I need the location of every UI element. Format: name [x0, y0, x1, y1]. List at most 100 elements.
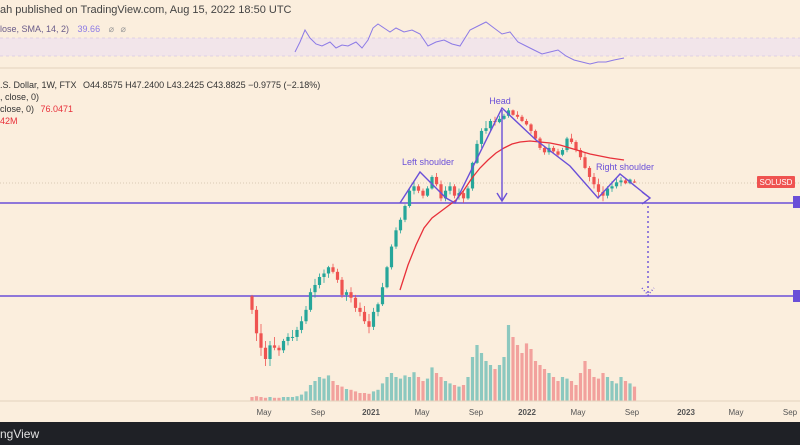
volume-bar — [380, 383, 385, 401]
volume-bar — [385, 377, 389, 401]
eye-off-icon[interactable]: ⌀ — [108, 24, 115, 34]
price-tag — [757, 176, 795, 188]
volume-bar — [439, 377, 443, 401]
ohlc-values: O44.8575 H47.2400 L43.2425 C43.8825 −0.9… — [83, 80, 321, 90]
candle-body — [565, 138, 569, 151]
ma-legend-2: close, 0) 76.0471 — [0, 104, 73, 115]
rsi-band — [0, 38, 800, 56]
volume-bar — [398, 378, 403, 401]
rsi-value: 39.66 — [77, 24, 101, 34]
volume-bar — [277, 397, 281, 401]
volume-bar — [367, 393, 371, 401]
volume-bar — [353, 391, 358, 401]
candle-body — [596, 184, 601, 192]
candle-body — [272, 345, 277, 348]
candle-body — [304, 309, 308, 322]
volume-bar — [313, 381, 317, 401]
candle-body — [623, 180, 628, 184]
candle-body — [416, 186, 421, 191]
volume-bar — [403, 375, 407, 401]
volume-bar — [335, 385, 340, 401]
volume-bar — [592, 377, 596, 401]
candle-body — [583, 157, 587, 168]
volume-bar — [340, 386, 344, 401]
volume-bar — [547, 373, 551, 401]
candle-body — [358, 307, 362, 312]
rsi-line — [294, 21, 625, 65]
head-shoulders-pattern — [399, 106, 655, 297]
candle-body — [497, 118, 502, 123]
volume-bar — [556, 381, 560, 401]
volume-bar — [304, 391, 308, 401]
candle-body — [344, 292, 349, 295]
x-tick-label: May — [570, 408, 585, 417]
ma-legend-2-label: close, 0) — [0, 104, 35, 114]
candle-body — [250, 296, 254, 310]
x-tick-label: May — [256, 408, 271, 417]
candle-body — [349, 292, 353, 298]
candle-body — [439, 184, 443, 199]
candle-body — [542, 147, 547, 153]
pattern-outline — [399, 106, 651, 204]
volume-bar — [497, 365, 502, 401]
settings-icon[interactable]: ⌀ — [120, 24, 126, 34]
candle-body — [430, 176, 434, 189]
candle-body — [403, 206, 407, 220]
symbol-legend: .S. Dollar, 1W, FTX O44.8575 H47.2400 L4… — [0, 80, 320, 91]
volume-bar — [344, 389, 349, 401]
candle-body — [268, 345, 272, 359]
candle-body — [254, 309, 259, 334]
candle-body — [322, 273, 326, 277]
volume-bar — [430, 367, 434, 401]
candle-body — [299, 321, 304, 330]
candle-body — [506, 110, 511, 116]
candle-body — [592, 176, 596, 185]
candle-body — [610, 186, 614, 189]
volume-bar — [574, 385, 578, 401]
volume-bar — [425, 378, 430, 401]
volume-bar — [286, 397, 290, 401]
volume-bar — [326, 375, 331, 401]
x-tick-label: 2021 — [362, 408, 380, 417]
price-tag-label: SOLUSD — [760, 178, 793, 187]
volume-bar — [362, 393, 367, 401]
ma-legend-1: , close, 0) — [0, 92, 40, 102]
volume-bar — [317, 377, 322, 401]
candle-body — [394, 230, 398, 247]
volume-bar — [569, 381, 574, 401]
candle-body — [605, 188, 610, 196]
volume-bar — [466, 377, 470, 401]
sma-line — [399, 140, 625, 291]
volume-bar — [605, 377, 610, 401]
volume-bar — [578, 373, 583, 401]
volume-bar — [479, 353, 484, 401]
price-chart[interactable]: Head Left shoulder Right shoulder SOLUSD… — [0, 0, 800, 422]
volume-bar — [268, 397, 272, 401]
candle-body — [412, 186, 416, 191]
candle-body — [313, 284, 317, 293]
x-tick-label: Sep — [311, 408, 326, 417]
candle-body — [362, 311, 367, 322]
volume-bar — [331, 381, 335, 401]
volume-bar — [565, 378, 569, 401]
volume-bar — [349, 389, 353, 401]
x-tick-label: 2022 — [518, 408, 536, 417]
volume-bar — [254, 396, 259, 401]
candle-body — [556, 151, 560, 155]
volume-legend: 42M — [0, 116, 18, 126]
candle-body — [340, 279, 344, 295]
candle-body — [614, 182, 619, 187]
brand-logo: ngView — [0, 427, 40, 441]
candle-body — [619, 180, 623, 183]
candle-body — [353, 297, 358, 308]
candle-body — [317, 276, 322, 285]
candle-body — [326, 267, 331, 274]
volume-bar — [394, 377, 398, 401]
candle-body — [601, 191, 605, 196]
right-shoulder-label: Right shoulder — [596, 162, 654, 172]
candle-body — [286, 336, 290, 341]
volume-bar — [416, 377, 421, 401]
volume-bar — [619, 377, 623, 401]
pattern-arrow-tip — [641, 191, 652, 205]
candle-body — [308, 292, 313, 310]
